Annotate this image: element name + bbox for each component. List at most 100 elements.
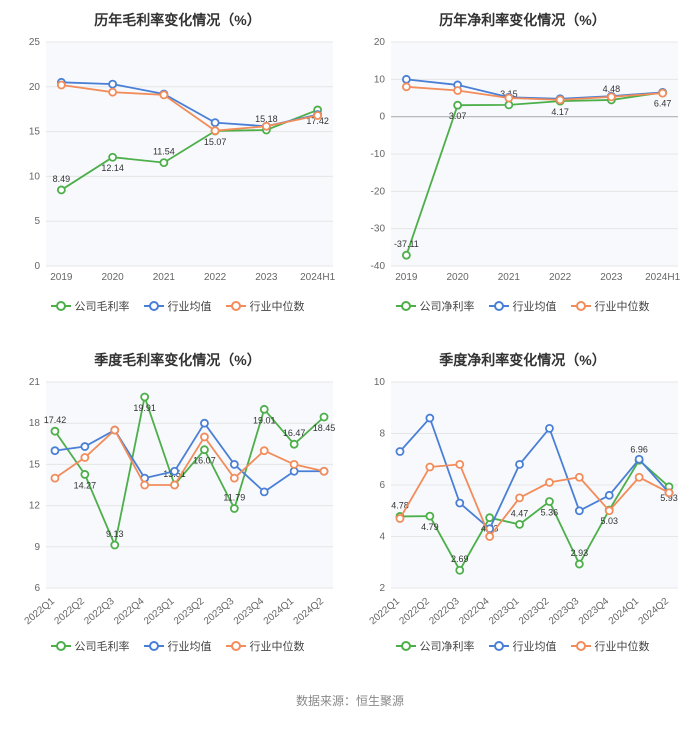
svg-text:2023Q4: 2023Q4 [232, 596, 267, 628]
svg-text:2022: 2022 [549, 272, 572, 283]
svg-text:2023Q1: 2023Q1 [142, 596, 177, 628]
svg-text:5.03: 5.03 [600, 516, 618, 526]
svg-text:6: 6 [379, 480, 385, 491]
panel-annual-gross: 历年毛利率变化情况（%） 0 5 10 15 20 25 2019 2020 2021 2022 2… [10, 10, 345, 340]
svg-text:2023: 2023 [600, 272, 623, 283]
legend-label: 行业中位数 [595, 638, 650, 654]
svg-text:2: 2 [379, 583, 385, 594]
svg-text:6.96: 6.96 [630, 444, 648, 454]
legend-label: 公司净利率 [420, 298, 475, 314]
svg-text:2021: 2021 [498, 272, 521, 283]
svg-text:2024H1: 2024H1 [645, 272, 680, 283]
legend-item: 行业均值 [144, 298, 212, 314]
svg-text:2022Q4: 2022Q4 [457, 596, 492, 628]
svg-text:2023Q4: 2023Q4 [577, 596, 612, 628]
svg-text:2022Q1: 2022Q1 [368, 596, 403, 628]
chart-svg: -40-30-20-100102020192020202120222023202… [355, 34, 690, 294]
svg-text:-10: -10 [371, 149, 386, 160]
svg-text:2019: 2019 [50, 272, 73, 283]
chart-legend: 公司净利率 行业均值 行业中位数 [355, 298, 690, 314]
svg-text:8.49: 8.49 [53, 174, 71, 184]
legend-item: 公司净利率 [396, 298, 475, 314]
svg-text:2023Q3: 2023Q3 [202, 596, 237, 628]
svg-text:6.47: 6.47 [654, 99, 672, 109]
panel-title: 历年毛利率变化情况（%） [10, 10, 345, 30]
svg-text:4.17: 4.17 [551, 107, 569, 117]
svg-text:21: 21 [29, 377, 41, 388]
svg-text:12: 12 [29, 501, 41, 512]
legend-item: 行业均值 [489, 638, 557, 654]
svg-text:11.54: 11.54 [153, 147, 175, 157]
legend-label: 公司毛利率 [75, 638, 130, 654]
svg-text:19.01: 19.01 [253, 415, 276, 425]
svg-text:2021: 2021 [153, 272, 176, 283]
chart-grid: 历年毛利率变化情况（%） 051015202520192020202120222… [10, 10, 690, 680]
legend-label: 行业均值 [513, 638, 557, 654]
data-source-footer: 数据来源：恒生聚源 [10, 692, 690, 709]
panel-title: 季度净利率变化情况（%） [355, 350, 690, 370]
legend-label: 行业中位数 [595, 298, 650, 314]
legend-label: 公司净利率 [420, 638, 475, 654]
legend-item: 行业均值 [489, 298, 557, 314]
svg-text:2.69: 2.69 [451, 554, 469, 564]
svg-text:-40: -40 [371, 261, 386, 272]
svg-text:2.93: 2.93 [571, 548, 589, 558]
legend-item: 行业中位数 [226, 298, 305, 314]
panel-title: 历年净利率变化情况（%） [355, 10, 690, 30]
svg-text:2024Q2: 2024Q2 [637, 596, 672, 628]
svg-text:2023Q2: 2023Q2 [172, 596, 207, 628]
svg-text:2024H1: 2024H1 [300, 272, 335, 283]
svg-text:-20: -20 [371, 186, 386, 197]
svg-text:16.47: 16.47 [283, 428, 306, 438]
svg-text:4.79: 4.79 [421, 522, 439, 532]
svg-text:15.07: 15.07 [204, 137, 227, 147]
svg-text:17.42: 17.42 [44, 415, 67, 425]
svg-text:2023Q3: 2023Q3 [547, 596, 582, 628]
chart-legend: 公司毛利率 行业均值 行业中位数 [10, 298, 345, 314]
svg-text:6: 6 [34, 583, 40, 594]
legend-label: 行业中位数 [250, 298, 305, 314]
svg-text:2024Q1: 2024Q1 [607, 596, 642, 628]
svg-text:0: 0 [34, 261, 40, 272]
legend-item: 行业均值 [144, 638, 212, 654]
svg-text:5.36: 5.36 [541, 507, 559, 517]
svg-text:19.91: 19.91 [133, 403, 156, 413]
svg-text:25: 25 [29, 37, 41, 48]
svg-text:4: 4 [379, 532, 385, 543]
panel-quarter-gross: 季度毛利率变化情况（%） 69121518212022Q12022Q22022Q… [10, 350, 345, 680]
svg-text:-30: -30 [371, 224, 386, 235]
svg-text:2019: 2019 [395, 272, 418, 283]
svg-text:10: 10 [374, 74, 386, 85]
svg-text:2020: 2020 [102, 272, 125, 283]
svg-text:20: 20 [29, 82, 41, 93]
svg-text:2022Q2: 2022Q2 [397, 596, 432, 628]
svg-text:2022: 2022 [204, 272, 227, 283]
legend-item: 行业中位数 [571, 298, 650, 314]
legend-item: 行业中位数 [226, 638, 305, 654]
panel-title: 季度毛利率变化情况（%） [10, 350, 345, 370]
svg-text:5: 5 [34, 216, 40, 227]
svg-text:20: 20 [374, 37, 386, 48]
svg-text:-37.11: -37.11 [394, 239, 419, 249]
svg-text:9: 9 [34, 542, 40, 553]
svg-text:11.79: 11.79 [223, 492, 245, 502]
svg-text:2022Q3: 2022Q3 [427, 596, 462, 628]
svg-text:15: 15 [29, 127, 41, 138]
svg-text:18.45: 18.45 [313, 423, 336, 433]
svg-text:10: 10 [29, 171, 41, 182]
chart-svg: 0510152025201920202021202220232024H18.49… [10, 34, 345, 294]
chart-svg: 69121518212022Q12022Q22022Q32022Q42023Q1… [10, 374, 345, 634]
legend-item: 行业中位数 [571, 638, 650, 654]
svg-text:2020: 2020 [447, 272, 470, 283]
svg-text:14.27: 14.27 [74, 480, 97, 490]
svg-text:15: 15 [29, 459, 41, 470]
svg-text:18: 18 [29, 418, 41, 429]
legend-item: 公司净利率 [396, 638, 475, 654]
svg-text:2022Q1: 2022Q1 [23, 596, 58, 628]
legend-label: 行业均值 [513, 298, 557, 314]
chart-legend: 公司净利率 行业均值 行业中位数 [355, 638, 690, 654]
svg-text:2022Q4: 2022Q4 [112, 596, 147, 628]
legend-item: 公司毛利率 [51, 298, 130, 314]
svg-text:2024Q2: 2024Q2 [292, 596, 327, 628]
svg-text:12.14: 12.14 [101, 163, 124, 173]
